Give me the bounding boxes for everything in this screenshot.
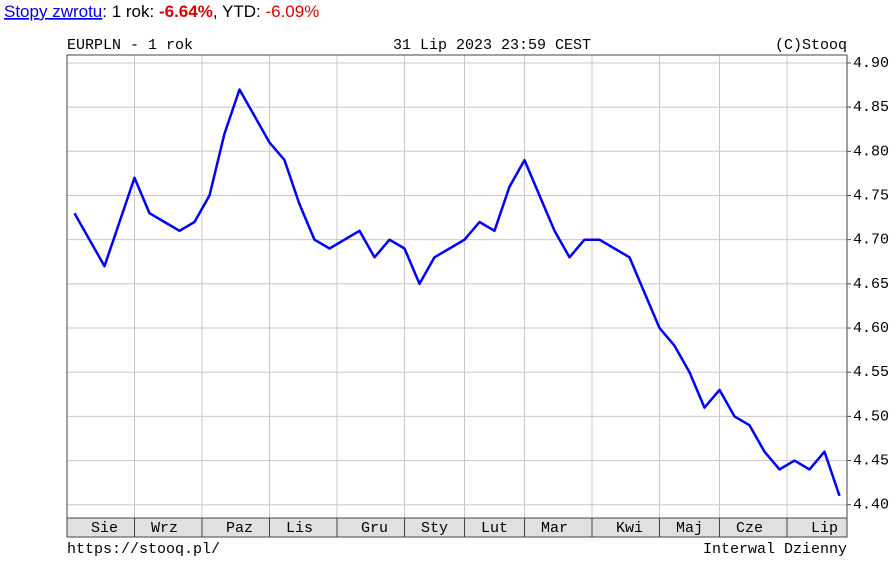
ytd-return: -6.09% (265, 2, 319, 21)
y-tick-label: 4.70 (853, 232, 889, 249)
y-tick-label: 4.40 (853, 497, 889, 514)
x-tick-label: Kwi (616, 520, 643, 537)
y-tick-label: 4.45 (853, 453, 889, 470)
x-tick-label: Lut (481, 520, 508, 537)
y-tick-label: 4.80 (853, 143, 889, 160)
price-line (73, 88, 841, 497)
header: Stopy zwrotu: 1 rok: -6.64%, YTD: -6.09% (4, 2, 319, 21)
ytd-label: , YTD: (213, 2, 261, 21)
chart-date: 31 Lip 2023 23:59 CEST (393, 37, 591, 54)
y-tick-label: 4.65 (853, 276, 889, 293)
returns-link[interactable]: Stopy zwrotu (4, 2, 102, 21)
y-tick-label: 4.55 (853, 364, 889, 381)
plot-frame (66, 54, 848, 519)
chart-title: EURPLN - 1 rok (67, 37, 193, 54)
x-tick-label: Sie (91, 520, 118, 537)
y-tick-label: 4.75 (853, 187, 889, 204)
y-tick-label: 4.60 (853, 320, 889, 337)
x-tick-label: Lis (286, 520, 313, 537)
y-tick-label: 4.90 (853, 55, 889, 72)
copyright: (C)Stooq (775, 37, 847, 54)
y-tick-label: 4.85 (853, 99, 889, 116)
x-tick-label: Wrz (151, 520, 178, 537)
x-tick-label: Lip (811, 520, 838, 537)
month-strip (66, 517, 848, 538)
x-tick-label: Gru (361, 520, 388, 537)
x-tick-label: Maj (676, 520, 703, 537)
interval: Interwal Dzienny (703, 541, 847, 558)
period-label: : 1 rok: (102, 2, 154, 21)
x-tick-label: Paz (226, 520, 253, 537)
y-tick-label: 4.50 (853, 408, 889, 425)
x-tick-label: Cze (736, 520, 763, 537)
source: https://stooq.pl/ (67, 541, 220, 558)
x-tick-label: Sty (421, 520, 448, 537)
period-return: -6.64% (159, 2, 213, 21)
x-tick-label: Mar (541, 520, 568, 537)
